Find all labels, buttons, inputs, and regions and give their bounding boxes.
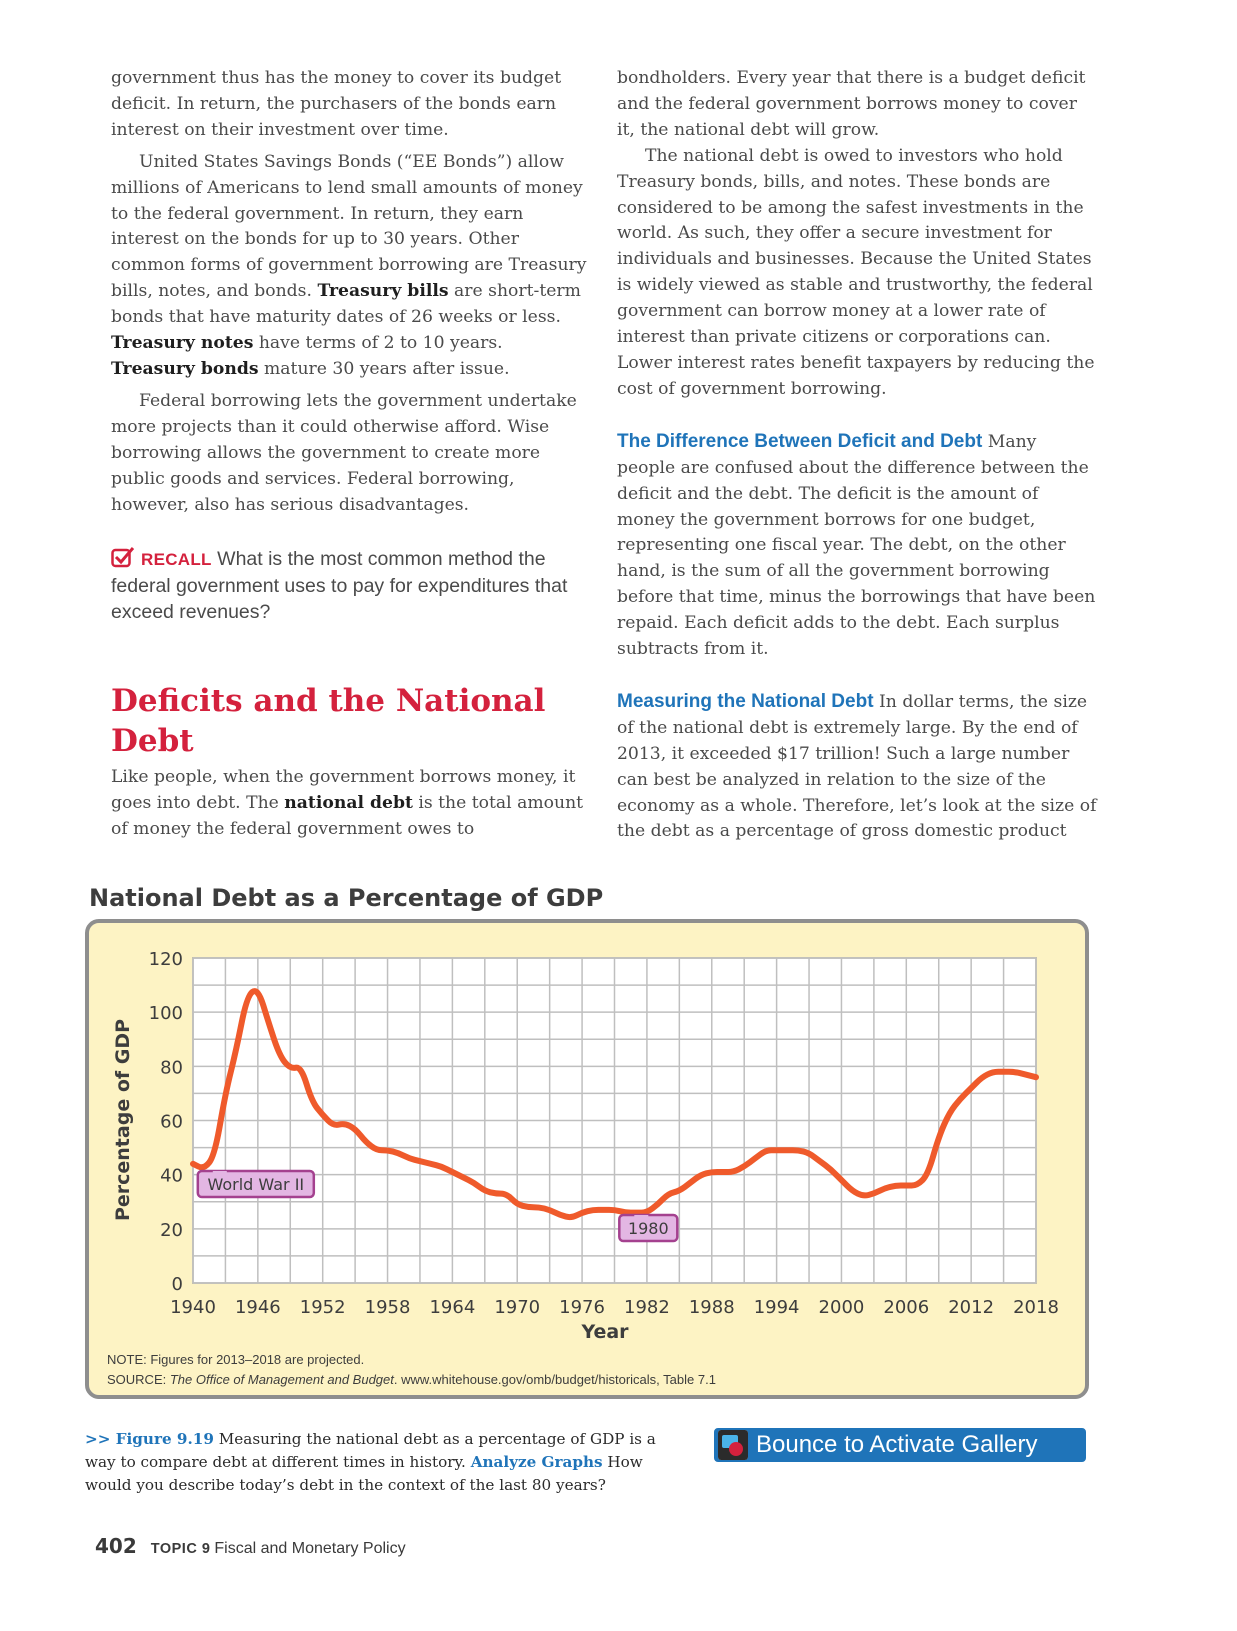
x-tick-label: 2018 [1013, 1297, 1059, 1318]
footer-topic: TOPIC 9 [150, 1541, 211, 1557]
x-tick-labels: 1940 1946 1952 1958 1964 1970 1976 1982 1988 1994… [170, 1297, 1059, 1318]
left-paragraph-2: United States Savings Bonds (“EE Bonds”)… [111, 150, 589, 383]
caption-arrows: >> [85, 1430, 116, 1448]
section-heading: Deficits and the National Debt [111, 683, 546, 760]
x-tick-label: 1976 [559, 1297, 605, 1318]
x-tick-label: 2000 [819, 1297, 865, 1318]
term-treasury-bonds: Treasury bonds [111, 358, 259, 379]
y-tick-label: 120 [149, 949, 183, 970]
text-run: is the total amount of money the federal… [111, 793, 584, 840]
x-tick-label: 1940 [170, 1297, 216, 1318]
gallery-icon-graphic [718, 1430, 748, 1460]
left-paragraph-4: Like people, when the government borrows… [111, 765, 589, 843]
page-footer: 402 TOPIC 9 Fiscal and Monetary Policy [95, 1534, 406, 1558]
y-tick-label: 20 [160, 1220, 183, 1241]
callout-box [196, 1169, 316, 1199]
y-tick-label: 100 [149, 1003, 183, 1024]
footer-title: Fiscal and Monetary Policy [214, 1540, 406, 1557]
text-run: United States Savings Bonds (“EE Bonds”)… [111, 151, 587, 302]
x-axis-label: Year [580, 1321, 629, 1343]
callout-world-war-ii: World War II [196, 1169, 316, 1199]
recall-question: RECALL What is the most common method th… [111, 546, 589, 625]
y-tick-label: 60 [160, 1112, 183, 1133]
y-tick-label: 80 [160, 1057, 183, 1078]
y-tick-labels: 0 20 40 60 80 100 120 [149, 949, 183, 1295]
text-run: have terms of 2 to 10 years. [253, 333, 503, 354]
callouts: World War II 1980 [196, 1169, 679, 1243]
x-tick-label: 1982 [624, 1297, 670, 1318]
subheading-measuring-debt: Measuring the National Debt [617, 690, 874, 712]
x-tick-label: 1946 [235, 1297, 281, 1318]
bounce-gallery-label: Bounce to Activate Gallery [756, 1431, 1038, 1458]
x-tick-label: 1988 [689, 1297, 735, 1318]
recall-label: RECALL [141, 550, 212, 570]
figure-caption: >> Figure 9.19 Measuring the national de… [85, 1428, 685, 1497]
page-number: 402 [95, 1534, 137, 1558]
callout-1980: 1980 [618, 1213, 679, 1243]
x-tick-label: 1970 [494, 1297, 540, 1318]
figure-label: Figure 9.19 [115, 1430, 214, 1448]
callout-label: 1980 [628, 1219, 669, 1238]
text-run: Many people are confused about the diffe… [617, 431, 1096, 660]
text-run: mature 30 years after issue. [258, 358, 510, 379]
right-paragraph-3: The Difference Between Deficit and Debt … [617, 429, 1099, 663]
chart-source: SOURCE: The Office of Management and Bud… [107, 1372, 716, 1387]
subheading-deficit-vs-debt: The Difference Between Deficit and Debt [617, 430, 983, 452]
text-run: Like people, when the government borrows… [111, 767, 576, 814]
right-column: bondholders. Every year that there is a … [617, 66, 1099, 845]
analyze-graphs-label: Analyze Graphs [470, 1453, 603, 1471]
x-tick-label: 1964 [429, 1297, 475, 1318]
left-paragraph-3: Federal borrowing lets the government un… [111, 390, 577, 515]
debt-line-chart: 0 20 40 60 80 100 120 1940 1946 1952 1958 1964 1970… [85, 919, 1089, 1399]
bounce-gallery-button[interactable]: Bounce to Activate Gallery [714, 1428, 1086, 1462]
x-tick-label: 2012 [948, 1297, 994, 1318]
chart-title: National Debt as a Percentage of GDP [89, 884, 604, 912]
left-column: government thus has the money to cover i… [111, 66, 589, 843]
checkbox-check-icon [111, 547, 135, 568]
y-axis-label: Percentage of GDP [112, 1019, 134, 1221]
grid [192, 957, 1037, 1284]
series-line [190, 988, 1039, 1221]
term-treasury-notes: Treasury notes [111, 333, 254, 354]
term-treasury-bills: Treasury bills [317, 281, 449, 302]
text-run: Measuring the national debt as a percent… [85, 1430, 656, 1471]
recall-text: What is the most common method the feder… [111, 548, 568, 624]
source-prefix: SOURCE: [107, 1372, 170, 1387]
x-tick-label: 1958 [365, 1297, 411, 1318]
right-paragraph-1: bondholders. Every year that there is a … [617, 68, 1086, 140]
right-paragraph-4: Measuring the National Debt In dollar te… [617, 689, 1099, 845]
text-run: are short-term bonds that have maturity … [111, 281, 581, 328]
source-title: The Office of Management and Budget [170, 1372, 395, 1387]
source-rest: . www.whitehouse.gov/omb/budget/historic… [394, 1372, 716, 1387]
text-run: How would you describe today’s debt in t… [85, 1453, 643, 1494]
chart-note: NOTE: Figures for 2013–2018 are projecte… [107, 1352, 364, 1367]
term-national-debt: national debt [284, 793, 413, 814]
x-tick-label: 1952 [300, 1297, 346, 1318]
callout-label: World War II [207, 1175, 304, 1194]
gallery-icon [718, 1430, 748, 1460]
y-tick-label: 40 [160, 1166, 183, 1187]
x-tick-label: 1994 [754, 1297, 800, 1318]
y-tick-label: 0 [172, 1274, 183, 1295]
text-run: In dollar terms, the size of the nationa… [617, 691, 1097, 842]
left-paragraph-1: government thus has the money to cover i… [111, 68, 562, 140]
x-tick-label: 2006 [883, 1297, 929, 1318]
right-paragraph-2: The national debt is owed to investors w… [617, 145, 1095, 399]
